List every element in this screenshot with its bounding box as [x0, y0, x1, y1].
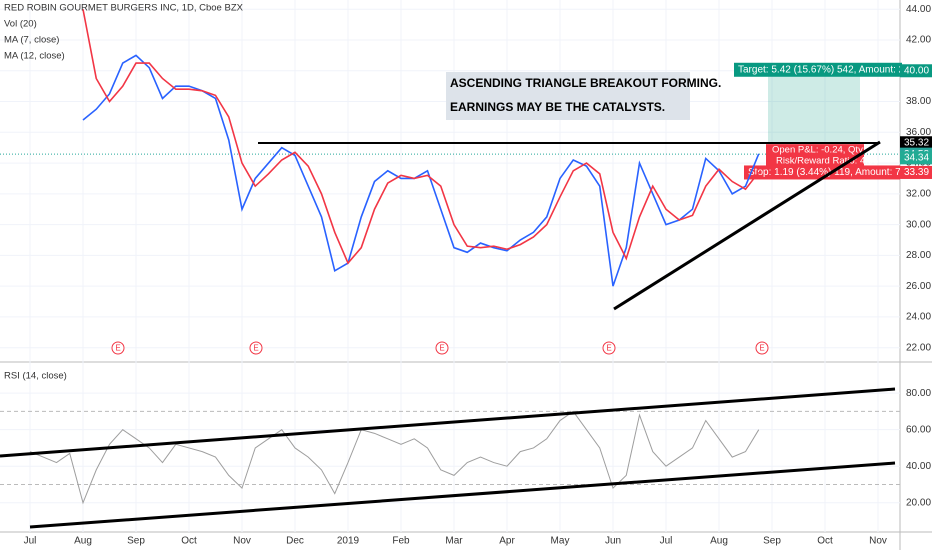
y-tick-label: 36.00 — [906, 127, 931, 138]
price-marker — [900, 165, 932, 179]
earnings-marker — [111, 341, 125, 355]
stop-label: Stop: 1.19 (3.44%) 119, Amount: 750.1 — [748, 167, 921, 178]
annotation: EARNINGS MAY BE THE CATALYSTS. — [450, 100, 665, 114]
price-marker — [900, 136, 932, 150]
series-line — [82, 9, 760, 265]
price-marker-label: 34.34 — [904, 152, 929, 163]
earnings-label: E — [759, 344, 764, 353]
y-tick-label: 40.00 — [906, 461, 931, 472]
x-tick-label: Sep — [127, 536, 145, 547]
x-tick-label: Jun — [605, 536, 621, 547]
price-marker-label: 33.39 — [904, 167, 929, 178]
x-tick-label: Aug — [74, 536, 92, 547]
support-line — [613, 140, 881, 311]
earnings-marker — [249, 341, 263, 355]
x-tick-label: Mar — [445, 536, 463, 547]
annotation: ASCENDING TRIANGLE BREAKOUT FORMING. — [450, 76, 721, 90]
y-tick-label: 38.00 — [906, 96, 931, 107]
earnings-label: E — [439, 344, 444, 353]
x-tick-label: Feb — [392, 536, 410, 547]
earnings-label: E — [115, 344, 120, 353]
price-marker-label: 40.00 — [904, 65, 929, 76]
y-tick-label: 44.00 — [906, 4, 931, 15]
earnings-marker — [602, 341, 616, 355]
x-tick-label: May — [551, 536, 570, 547]
chart-title: RED ROBIN GOURMET BURGERS INC, 1D, Cboe … — [4, 3, 244, 14]
target-label: Target: 5.42 (15.67%) 542, Amount: 2138.… — [738, 64, 930, 75]
price-marker — [900, 64, 932, 78]
y-tick-label: 20.00 — [906, 497, 931, 508]
x-tick-label: Sep — [763, 536, 781, 547]
y-tick-label: 80.00 — [906, 388, 931, 399]
y-tick-label: 26.00 — [906, 281, 931, 292]
indicator-label: Vol (20) — [4, 19, 37, 30]
annotation-box — [446, 72, 690, 120]
y-tick-label: 24.00 — [906, 312, 931, 323]
x-tick-label: Apr — [499, 536, 515, 547]
rsi-title: RSI (14, close) — [4, 371, 67, 382]
y-tick-label: 30.00 — [906, 219, 931, 230]
y-tick-label: 32.00 — [906, 188, 931, 199]
pnl-label-bg — [766, 144, 864, 169]
series-line — [29, 410, 760, 505]
price-marker — [900, 151, 932, 165]
x-tick-label: Oct — [181, 536, 197, 547]
earnings-marker — [755, 341, 769, 355]
earnings-label: E — [606, 344, 611, 353]
legend-entry: MA (12, close) — [4, 51, 65, 62]
x-tick-label: 2019 — [337, 536, 360, 547]
x-tick-label: Oct — [817, 536, 833, 547]
earnings-marker — [435, 341, 449, 355]
target-zone — [768, 70, 860, 155]
y-tick-label: 42.00 — [906, 35, 931, 46]
ratio-label: Risk/Reward Ratio: 4.55 — [776, 156, 878, 167]
x-tick-label: Aug — [710, 536, 728, 547]
x-tick-label: Nov — [233, 536, 251, 547]
x-tick-label: Dec — [286, 536, 304, 547]
rsi-channel-top — [0, 387, 896, 458]
stop-label-bg — [744, 165, 900, 180]
x-tick-label: Jul — [24, 536, 37, 547]
y-tick-label: 22.00 — [906, 342, 931, 353]
legend-entry: MA (7, close) — [4, 35, 59, 46]
y-tick-label: 28.00 — [906, 250, 931, 261]
x-tick-label: Jul — [660, 536, 673, 547]
target-label-bg — [734, 62, 902, 77]
x-tick-label: Nov — [869, 536, 887, 547]
rsi-channel-bottom — [29, 461, 896, 529]
pnl-label: Open P&L: -0.24, Qty: 210 — [772, 145, 884, 156]
price-marker-label: 35.32 — [904, 137, 929, 148]
earnings-label: E — [253, 344, 258, 353]
series-line — [82, 54, 760, 287]
y-tick-label: 60.00 — [906, 424, 931, 435]
